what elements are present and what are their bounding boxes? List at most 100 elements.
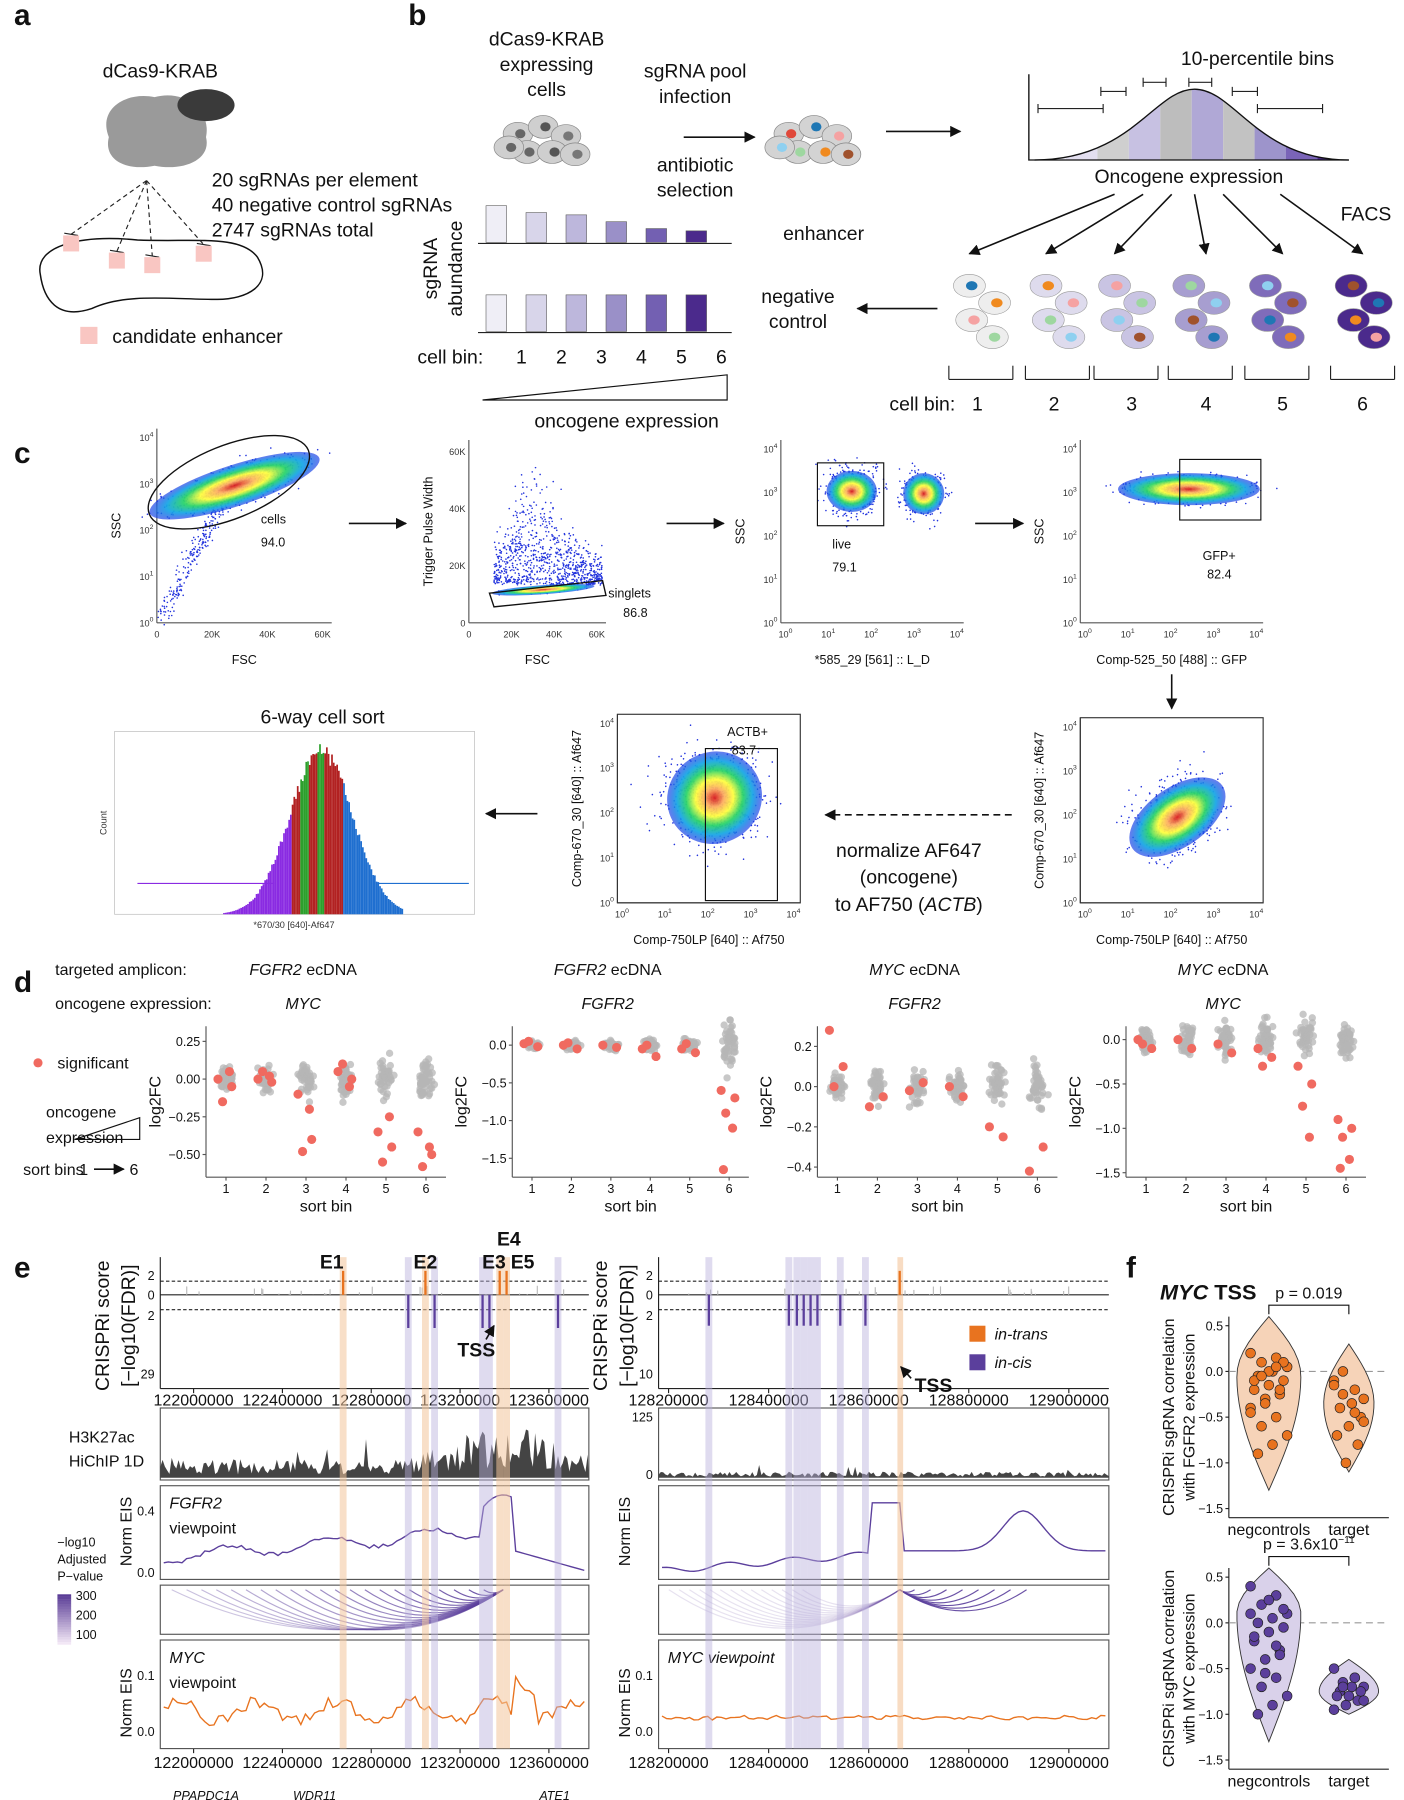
event-dot — [519, 549, 521, 551]
illustrative-bar — [566, 295, 587, 332]
event-dot — [188, 570, 190, 572]
event-dot — [856, 457, 858, 459]
event-dot — [576, 570, 578, 572]
event-dot — [914, 470, 916, 472]
event-dot — [660, 803, 662, 805]
event-dot — [185, 567, 187, 569]
event-dot — [512, 539, 514, 541]
event-dot — [847, 520, 849, 522]
log-tick-label: 104 — [763, 443, 777, 455]
event-dot — [567, 573, 569, 575]
log-tick-label-part: 1 — [1073, 853, 1077, 860]
event-dot — [670, 763, 672, 765]
event-dot — [682, 836, 684, 838]
event-dot — [514, 525, 516, 527]
event-dot — [910, 518, 912, 520]
event-dot — [586, 573, 588, 575]
nucleus — [1350, 315, 1361, 324]
event-dot — [546, 562, 548, 564]
event-dot — [1217, 778, 1219, 780]
event-dot — [211, 523, 213, 525]
event-dot — [549, 549, 551, 551]
event-dot — [202, 543, 204, 545]
event-dot — [899, 480, 901, 482]
event-dot — [1208, 834, 1210, 836]
event-dot — [539, 571, 541, 573]
event-dot — [521, 551, 523, 553]
event-dot — [521, 493, 523, 495]
event-dot — [948, 495, 950, 497]
event-dot — [164, 600, 166, 602]
event-dot — [264, 497, 266, 499]
event-dot — [570, 561, 572, 563]
event-dot — [872, 504, 874, 506]
log-tick-label: 102 — [139, 524, 153, 536]
event-dot — [1112, 491, 1114, 493]
event-dot — [172, 607, 174, 609]
event-dot — [1192, 843, 1194, 845]
event-dot — [562, 575, 564, 577]
event-dot — [171, 615, 173, 617]
log-tick-label-part: 10 — [1063, 531, 1073, 541]
event-dot — [665, 782, 667, 784]
log-tick-label: 104 — [600, 717, 614, 729]
event-dot — [531, 489, 533, 491]
event-dot — [536, 485, 538, 487]
event-dot — [587, 551, 589, 553]
event-dot — [713, 846, 715, 848]
event-dot — [205, 523, 207, 525]
event-dot — [555, 551, 557, 553]
event-dot — [536, 504, 538, 506]
event-dot — [193, 554, 195, 556]
event-dot — [911, 462, 913, 464]
event-dot — [871, 512, 873, 514]
event-dot — [1152, 473, 1154, 475]
event-dot — [209, 532, 211, 534]
event-dot — [582, 575, 584, 577]
event-dot — [554, 527, 556, 529]
event-dot — [840, 471, 842, 473]
event-dot — [547, 572, 549, 574]
event-dot — [665, 803, 667, 805]
enhancer-box — [196, 246, 212, 262]
log-tick-label: 101 — [139, 570, 153, 582]
event-dot — [540, 525, 542, 527]
event-dot — [160, 613, 162, 615]
event-dot — [1167, 472, 1169, 474]
event-dot — [508, 508, 510, 510]
event-dot — [169, 590, 171, 592]
event-dot — [187, 576, 189, 578]
event-dot — [173, 610, 175, 612]
cell-bin-number: 1 — [972, 393, 983, 415]
nucleus — [795, 147, 805, 156]
event-dot — [862, 513, 864, 515]
event-dot — [1125, 851, 1127, 853]
event-dot — [943, 474, 945, 476]
event-dot — [209, 533, 211, 535]
event-dot — [167, 610, 169, 612]
guide-tip — [64, 233, 78, 235]
event-dot — [498, 569, 500, 571]
log-tick-label-part: 0 — [625, 908, 629, 915]
event-dot — [596, 565, 598, 567]
event-dot — [541, 565, 543, 567]
event-dot — [549, 556, 551, 558]
event-dot — [563, 553, 565, 555]
event-dot — [168, 615, 170, 617]
event-dot — [505, 572, 507, 574]
event-dot — [860, 511, 862, 513]
nucleus — [540, 122, 550, 131]
event-dot — [771, 761, 773, 763]
log-tick-label-part: 10 — [1249, 630, 1259, 640]
gate-percent: 86.8 — [623, 606, 647, 620]
event-dot — [1186, 773, 1188, 775]
event-dot — [1174, 855, 1176, 857]
arrow — [969, 194, 1114, 253]
event-dot — [1207, 839, 1209, 841]
event-dot — [1116, 821, 1118, 823]
event-dot — [191, 560, 193, 562]
event-dot — [542, 567, 544, 569]
event-dot — [519, 512, 521, 514]
event-dot — [654, 815, 656, 817]
event-dot — [509, 579, 511, 581]
